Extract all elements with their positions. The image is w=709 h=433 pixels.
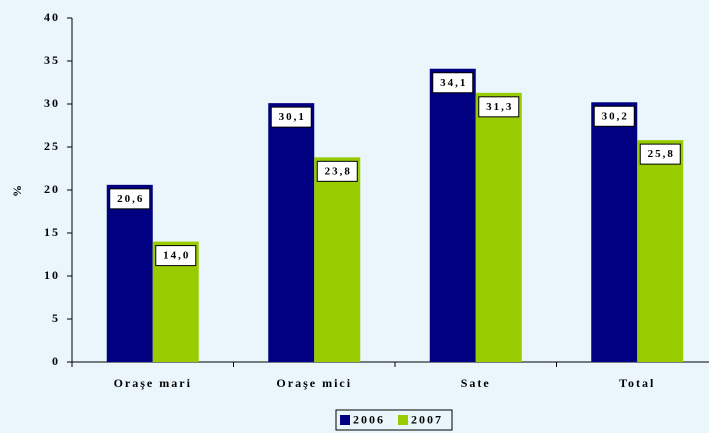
x-tick-label: Sate: [461, 376, 491, 390]
bar: [637, 140, 684, 362]
legend-label: 2006: [353, 412, 385, 426]
legend-label: 2007: [411, 412, 443, 426]
value-label-box: [432, 72, 474, 94]
y-tick-label: 40: [44, 10, 60, 24]
y-tick-label: 5: [52, 311, 60, 325]
value-label: 34,1: [440, 77, 467, 89]
value-label: 31,3: [486, 101, 513, 113]
value-label-box: [155, 245, 197, 267]
value-label: 30,1: [279, 111, 306, 123]
value-label-box: [478, 96, 520, 118]
bar: [268, 103, 315, 362]
x-tick-label: Oraşe mari: [114, 376, 192, 390]
bar: [475, 92, 522, 362]
value-label-box: [316, 160, 358, 182]
y-tick-label: 25: [44, 139, 60, 153]
y-tick-label: 30: [44, 96, 60, 110]
value-label-box: [109, 188, 151, 210]
value-label-box: [639, 143, 681, 165]
value-label: 20,6: [117, 193, 144, 205]
y-tick-label: 20: [44, 182, 60, 196]
bar: [106, 184, 153, 362]
y-tick-label: 15: [44, 225, 60, 239]
value-label: 30,2: [602, 110, 629, 122]
value-label-box: [593, 105, 635, 127]
value-label: 14,0: [163, 250, 190, 262]
y-tick-label: 35: [44, 53, 60, 67]
value-label-box: [270, 106, 312, 128]
x-tick-label: Oraşe mici: [276, 376, 352, 390]
x-tick-label: Total: [619, 376, 655, 390]
legend-swatch: [340, 415, 350, 425]
legend-box: [335, 409, 453, 431]
y-tick-label: 0: [52, 354, 60, 368]
y-tick-label: 10: [44, 268, 60, 282]
y-axis-label: %: [10, 183, 24, 197]
bar: [314, 157, 361, 362]
bar: [429, 68, 476, 363]
value-label: 25,8: [648, 148, 675, 160]
bar: [591, 102, 638, 362]
legend-swatch: [398, 415, 408, 425]
value-label: 23,8: [325, 165, 352, 177]
